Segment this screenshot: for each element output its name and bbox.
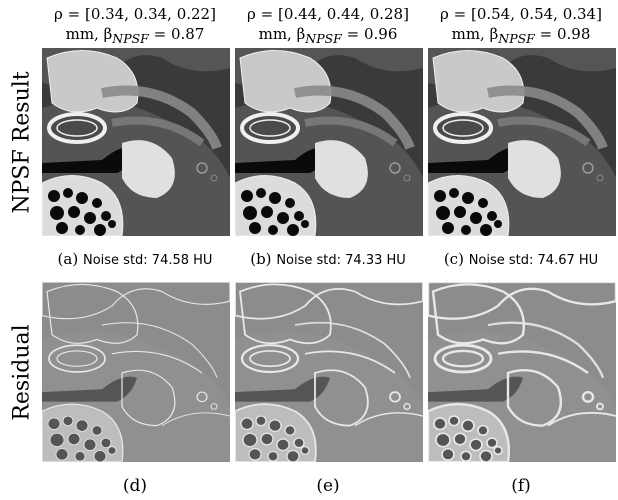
header-rho: ρ = [0.44, 0.44, 0.28] <box>247 5 409 23</box>
header-beta: mm, βNPSF = 0.96 <box>258 25 398 46</box>
npsf-result-image-b <box>235 48 423 236</box>
row-label-residual: Residual <box>9 323 35 421</box>
residual-image-e <box>235 282 423 462</box>
header-beta: mm, βNPSF = 0.98 <box>451 25 591 46</box>
header-rho: ρ = [0.34, 0.34, 0.22] <box>54 5 216 23</box>
label-f: (f) <box>511 476 531 496</box>
header-beta: mm, βNPSF = 0.87 <box>65 25 205 46</box>
npsf-result-image-c <box>428 48 616 236</box>
residual-image-f <box>428 282 616 462</box>
header-rho: ρ = [0.54, 0.54, 0.34] <box>440 5 602 23</box>
npsf-result-image-a <box>42 48 230 236</box>
caption-c: (c) Noise std: 74.67 HU <box>443 250 599 268</box>
column-header-b: ρ = [0.44, 0.44, 0.28] mm, βNPSF = 0.96 <box>233 4 423 49</box>
residual-image-d <box>42 282 230 462</box>
column-header-a: ρ = [0.34, 0.34, 0.22] mm, βNPSF = 0.87 <box>40 4 230 49</box>
caption-a: (a) Noise std: 74.58 HU <box>57 250 213 268</box>
caption-b: (b) Noise std: 74.33 HU <box>250 250 406 268</box>
column-header-c: ρ = [0.54, 0.54, 0.34] mm, βNPSF = 0.98 <box>426 4 616 49</box>
label-d: (d) <box>122 476 148 496</box>
row-label-npsf: NPSF Result <box>9 70 35 214</box>
label-e: (e) <box>316 476 340 496</box>
